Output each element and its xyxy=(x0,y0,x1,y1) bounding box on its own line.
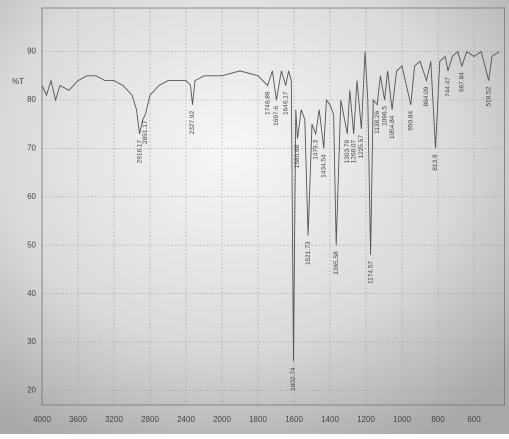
y-tick-label: 40 xyxy=(27,289,36,298)
peak-label: 2851.17 xyxy=(142,120,149,144)
y-tick-label: 80 xyxy=(27,95,36,104)
peak-label: 813.9 xyxy=(432,154,439,171)
peak-label: 1365.58 xyxy=(333,251,340,275)
peak-label: 1580.68 xyxy=(294,144,301,168)
peak-label: 864.09 xyxy=(423,86,430,106)
y-tick-label: 70 xyxy=(27,144,36,153)
x-tick-label: 1400 xyxy=(321,415,339,424)
page: {"chart_data": {"type": "line", "y_label… xyxy=(0,0,509,434)
peak-label: 2327.92 xyxy=(189,110,196,134)
peak-label: 667.84 xyxy=(459,72,466,92)
x-tick-label: 1600 xyxy=(285,415,303,424)
peak-label: 518.52 xyxy=(485,86,492,106)
peak-label: 1225.57 xyxy=(358,135,365,159)
y-axis-label: %T xyxy=(12,77,24,86)
peak-label: 1174.57 xyxy=(367,261,374,284)
peak-label: 1479.3 xyxy=(312,140,319,160)
peak-label: 744.47 xyxy=(445,77,452,97)
peak-label: 1746.89 xyxy=(264,91,271,115)
y-tick-label: 20 xyxy=(27,386,36,395)
peak-label: 1646.17 xyxy=(282,91,289,115)
peak-label: 1138.26 xyxy=(374,110,381,133)
x-tick-label: 800 xyxy=(431,415,445,424)
x-tick-label: 4000 xyxy=(33,415,51,424)
y-tick-label: 30 xyxy=(27,337,36,346)
x-tick-label: 1800 xyxy=(249,415,267,424)
peak-label: 1054.84 xyxy=(389,115,396,139)
peak-label: 1268.07 xyxy=(350,139,357,163)
x-tick-label: 600 xyxy=(467,415,481,424)
x-tick-label: 1000 xyxy=(393,415,411,424)
x-tick-label: 3200 xyxy=(105,415,123,424)
x-tick-label: 3600 xyxy=(69,415,87,424)
peak-label: 1096.5 xyxy=(381,106,388,126)
peak-label: 1697.6 xyxy=(273,106,280,126)
peak-label: 1602.74 xyxy=(290,367,297,391)
paper-background xyxy=(0,0,509,434)
x-tick-label: 1200 xyxy=(357,415,375,424)
peak-label: 950.84 xyxy=(408,110,415,130)
peak-label: 1434.54 xyxy=(321,154,328,178)
chart: %T 20 30 40 50 60 70 80 90 4000 3600 3200 2800 2400 2… xyxy=(0,0,509,434)
y-tick-label: 60 xyxy=(27,192,36,201)
x-tick-label: 2400 xyxy=(177,415,195,424)
x-tick-label: 2800 xyxy=(141,415,159,424)
peak-label: 1521.73 xyxy=(305,241,312,265)
y-tick-label: 50 xyxy=(27,240,36,249)
y-tick-label: 90 xyxy=(27,47,36,56)
x-tick-label: 2000 xyxy=(213,415,231,424)
